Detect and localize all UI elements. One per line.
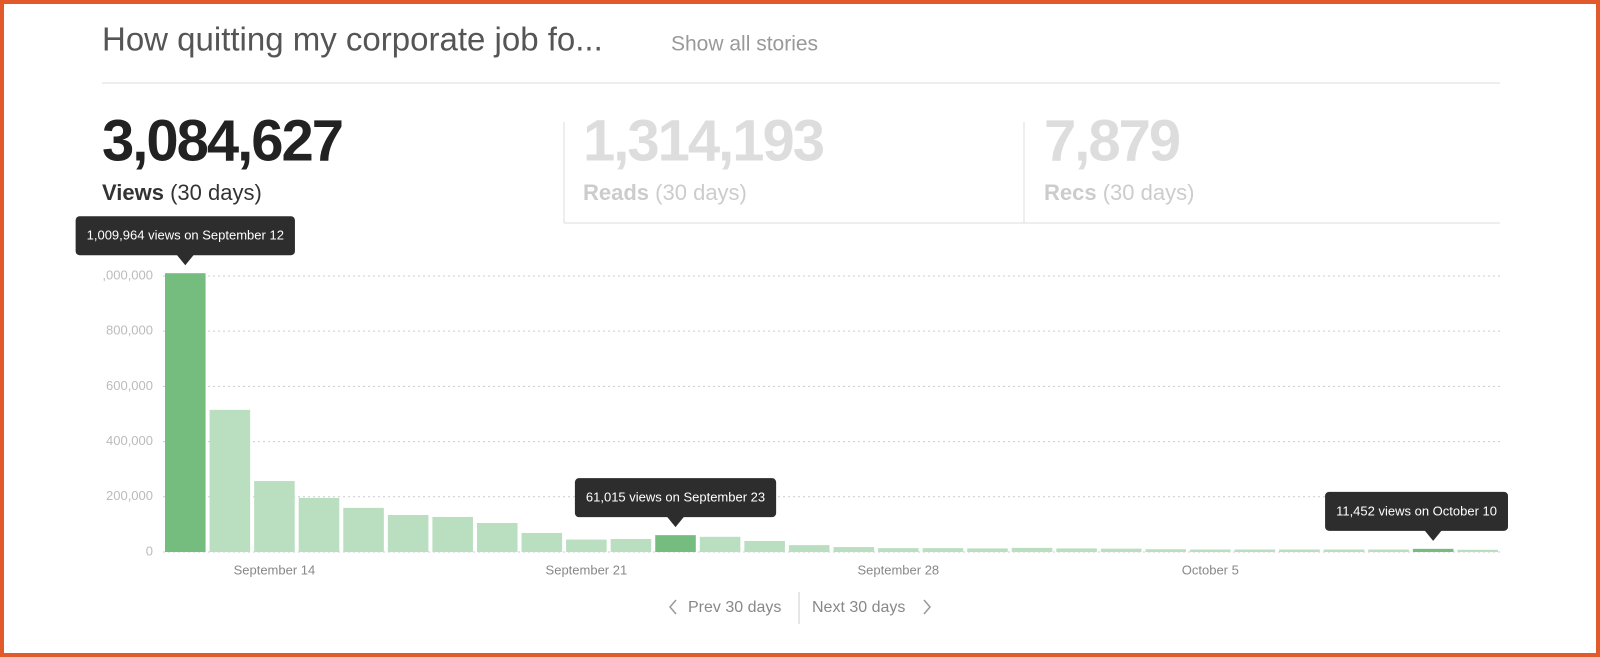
bar	[1056, 548, 1097, 552]
y-tick-label: 200,000	[106, 488, 153, 503]
bar	[1457, 549, 1498, 552]
stat-label: Recs (30 days)	[1044, 180, 1194, 205]
bar	[209, 409, 251, 552]
stat-name: Reads	[583, 180, 649, 205]
show-all-link[interactable]: Show all stories	[671, 33, 818, 56]
bar	[922, 548, 964, 552]
bar	[655, 535, 696, 552]
bar	[1234, 549, 1276, 552]
x-tick-label: September 14	[234, 562, 316, 577]
bar	[1100, 548, 1142, 552]
x-tick-label: October 5	[1182, 562, 1239, 577]
tooltip: 11,452 views on October 10	[1325, 491, 1508, 541]
y-tick-label: 400,000	[106, 433, 153, 448]
stat-label: Reads (30 days)	[583, 180, 747, 205]
bar	[476, 523, 518, 552]
tooltip-text: 11,452 views on October 10	[1336, 503, 1497, 518]
tooltip-box	[75, 216, 295, 256]
story-title: How quitting my corporate job fo...	[102, 21, 603, 58]
chevron-left[interactable]	[669, 599, 677, 615]
stat-label: Views (30 days)	[102, 180, 262, 205]
bar	[788, 545, 830, 552]
y-tick-label: 0	[146, 543, 153, 558]
bar	[298, 497, 340, 552]
stat-period: (30 days)	[170, 180, 262, 205]
tooltips: 1,009,964 views on September 12 61,015 vi…	[75, 216, 1508, 541]
bar	[432, 516, 473, 552]
bar	[833, 547, 875, 552]
bar	[343, 507, 384, 552]
bar	[1011, 547, 1053, 552]
bar	[521, 532, 563, 552]
bar	[610, 539, 652, 552]
stat-value[interactable]: 3,084,627	[102, 108, 344, 173]
tooltip: 1,009,964 views on September 12	[75, 216, 295, 266]
bar	[967, 548, 1008, 552]
bar	[254, 481, 295, 552]
bar	[165, 273, 206, 552]
tooltip-arrow	[1424, 529, 1443, 541]
stat-period: (30 days)	[1103, 180, 1195, 205]
prev-button[interactable]: Prev 30 days	[688, 599, 781, 616]
bar	[1279, 549, 1320, 552]
stat-value[interactable]: 7,879	[1044, 108, 1182, 173]
bar	[1412, 548, 1454, 552]
tooltip-text: 1,009,964 views on September 12	[87, 228, 284, 243]
tooltip-box	[1325, 491, 1508, 531]
chevron-right[interactable]	[923, 599, 931, 615]
bar	[566, 539, 607, 552]
bar	[878, 548, 919, 552]
tooltip: 61,015 views on September 23	[574, 478, 777, 528]
bar	[1368, 549, 1409, 552]
stat-period: (30 days)	[655, 180, 747, 205]
tooltip-text: 61,015 views on September 23	[586, 490, 765, 505]
bar	[1190, 549, 1231, 552]
bar	[1145, 549, 1187, 552]
chart: 0 200,000 400,000 600,000 800,000 1,000,000 Se…	[95, 267, 1500, 577]
stat-name: Views	[102, 180, 164, 205]
x-tick-label: September 28	[858, 562, 940, 577]
tooltip-arrow	[176, 254, 195, 266]
y-tick-label: 600,000	[106, 378, 153, 393]
y-tick-label: 800,000	[106, 323, 153, 338]
tooltip-arrow	[666, 516, 685, 528]
bar	[744, 540, 785, 552]
bar	[1323, 549, 1365, 552]
x-tick-label: September 21	[546, 562, 628, 577]
next-button[interactable]: Next 30 days	[812, 599, 905, 616]
stat-name: Recs	[1044, 180, 1097, 205]
tooltip-box	[574, 478, 777, 518]
y-tick-label: 1,000,000	[95, 267, 153, 282]
stat-value[interactable]: 1,314,193	[583, 108, 826, 173]
bar	[387, 515, 429, 552]
bar	[699, 536, 741, 552]
